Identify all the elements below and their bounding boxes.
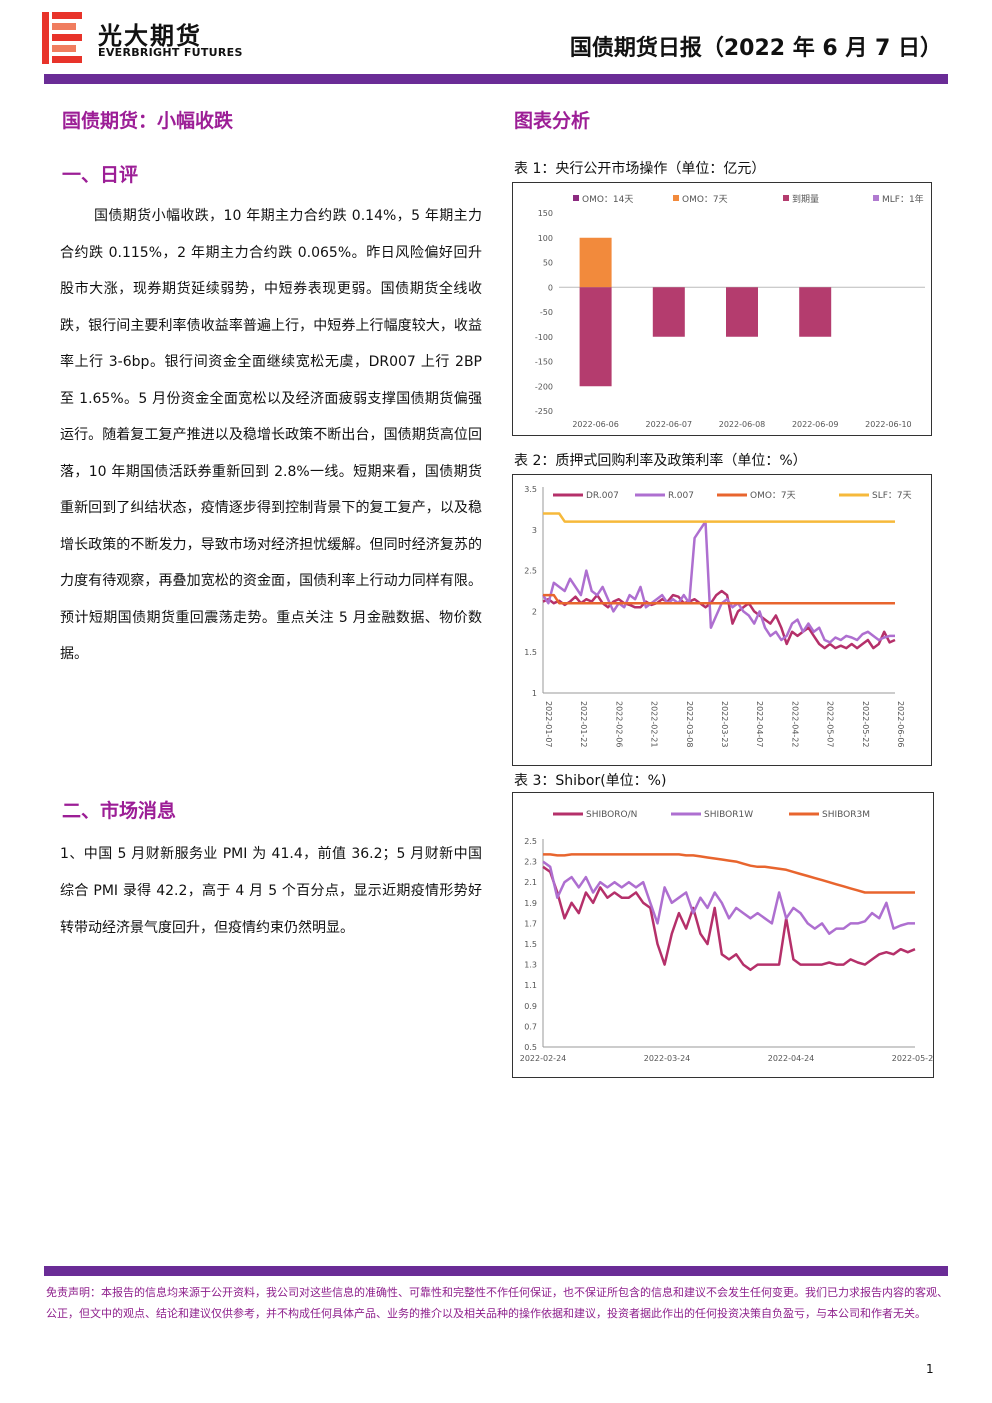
y-tick-label: 3.5 <box>524 485 537 494</box>
company-name: 光大期货 <box>98 22 202 50</box>
series-line <box>541 520 895 644</box>
chart2-caption: 表 2：质押式回购利率及政策利率（单位：%） <box>514 453 807 469</box>
x-tick-label: 2022-06-08 <box>719 420 766 429</box>
bar <box>652 287 685 337</box>
y-tick-label: 3 <box>532 526 537 535</box>
y-tick-label: 150 <box>538 209 553 218</box>
legend-swatch <box>673 195 679 201</box>
legend-label: SHIBOR3M <box>822 810 870 820</box>
y-tick-label: 2.5 <box>524 567 537 576</box>
legend-label: SHIBORO/N <box>586 810 637 820</box>
x-tick-label: 2022-06-06 <box>896 701 905 748</box>
y-tick-label: 0.5 <box>524 1043 537 1052</box>
x-tick-label: 2022-02-21 <box>650 701 659 748</box>
y-tick-label: 1.1 <box>524 981 537 990</box>
x-tick-label: 2022-06-10 <box>865 420 912 429</box>
series-line <box>543 512 895 523</box>
bar <box>579 287 612 387</box>
page-number: 1 <box>926 1362 934 1376</box>
y-tick-label: 1.3 <box>524 961 537 970</box>
chart3-caption: 表 3：Shibor(单位：%) <box>514 773 667 789</box>
y-tick-label: 1.7 <box>524 919 537 928</box>
y-tick-label: 0.9 <box>524 1002 537 1011</box>
x-tick-label: 2022-03-24 <box>644 1054 691 1063</box>
x-tick-label: 2022-01-07 <box>544 701 553 748</box>
chart3-shibor: 2.5 2.3 2.1 1.9 1.7 1.5 1.3 1.1 0.9 0.7 0.5 2022-02… <box>520 810 939 1063</box>
x-tick-label: 2022-06-09 <box>792 420 839 429</box>
y-tick-label: 1.5 <box>524 648 537 657</box>
section1-text: 国债期货小幅收跌，10 年期主力合约跌 0.14%，5 年期主力合约跌 0.11… <box>60 208 482 662</box>
footer-divider <box>44 1266 948 1276</box>
header-divider <box>44 74 948 84</box>
series-line <box>543 853 915 894</box>
bar <box>726 287 758 337</box>
y-tick-label: 0 <box>548 283 553 292</box>
x-tick-label: 2022-01-22 <box>579 701 588 748</box>
x-tick-label: 2022-05-22 <box>861 701 870 748</box>
x-tick-label: 2022-02-06 <box>614 701 623 748</box>
disclaimer: 免责声明：本报告的信息均来源于公开资料，我公司对这些信息的准确性、可靠性和完整性… <box>46 1286 948 1320</box>
x-tick-label: 2022-04-07 <box>755 701 764 748</box>
legend-swatch <box>573 195 579 201</box>
chart2-repo-rates: 3.5 3 2.5 2 1.5 1 2022-01-07 2022-01-22 2022-02-… <box>524 485 912 748</box>
y-tick-label: 50 <box>543 259 553 268</box>
legend-swatch <box>783 195 789 201</box>
chart2-frame: 3.5 3 2.5 2 1.5 1 2022-01-07 2022-01-22 2022-02-… <box>512 474 932 766</box>
series-line <box>542 589 896 650</box>
x-tick-label: 2022-05-24 <box>892 1054 933 1063</box>
chart3-frame: 2.5 2.3 2.1 1.9 1.7 1.5 1.3 1.1 0.9 0.7 0.5 2022-02… <box>512 792 939 1078</box>
chart1-caption: 表 1：央行公开市场操作（单位：亿元） <box>514 161 766 177</box>
chart1-omo: 150 100 50 0 -50 -100 -150 -200 -250 2022-06-06 20… <box>535 193 925 429</box>
legend-swatch <box>873 195 879 201</box>
y-tick-label: 0.7 <box>524 1022 537 1031</box>
y-tick-label: 2.3 <box>524 858 537 867</box>
series-line <box>542 860 915 935</box>
y-tick-label: 1 <box>532 689 537 698</box>
x-tick-label: 2022-04-22 <box>790 701 799 748</box>
company-logo-icon <box>42 12 82 64</box>
series-line <box>542 865 916 972</box>
y-tick-label: 1.9 <box>524 899 537 908</box>
legend-label: 到期量 <box>792 193 819 205</box>
legend-label: OMO：7天 <box>750 491 796 501</box>
legend-label: OMO：7天 <box>682 195 728 205</box>
x-tick-label: 2022-03-23 <box>720 701 729 748</box>
legend-label: MLF：1年 <box>882 193 924 205</box>
y-tick-label: -50 <box>540 308 553 317</box>
chart1-frame: 150 100 50 0 -50 -100 -150 -200 -250 2022-06-06 20… <box>512 182 932 436</box>
legend-label: SLF：7天 <box>872 491 912 501</box>
x-tick-label: 2022-02-24 <box>520 1054 567 1063</box>
y-tick-label: 2.5 <box>524 837 537 846</box>
legend-label: OMO：14天 <box>582 195 633 205</box>
section1-title: 一、日评 <box>62 164 139 186</box>
report-title: 国债期货日报（2022 年 6 月 7 日） <box>569 36 942 61</box>
section2-title: 二、市场消息 <box>62 800 177 822</box>
legend-label: SHIBOR1W <box>704 810 753 820</box>
y-tick-label: 2.1 <box>524 878 537 887</box>
company-name-en: EVERBRIGHT FUTURES <box>98 46 243 59</box>
y-tick-label: -250 <box>535 407 553 416</box>
x-tick-label: 2022-04-24 <box>768 1054 815 1063</box>
y-tick-label: -100 <box>535 333 553 342</box>
y-tick-label: 2 <box>532 607 537 616</box>
bar <box>579 237 612 288</box>
legend-label: R.007 <box>668 491 694 501</box>
y-tick-label: -200 <box>535 382 553 391</box>
series-line <box>543 593 895 605</box>
main-title: 国债期货：小幅收跌 <box>62 110 234 132</box>
bar <box>799 287 832 337</box>
y-tick-label: 100 <box>538 234 553 243</box>
y-tick-label: 1.5 <box>524 940 537 949</box>
x-tick-label: 2022-05-07 <box>826 701 835 748</box>
y-tick-label: -150 <box>535 358 553 367</box>
x-tick-label: 2022-06-06 <box>572 420 619 429</box>
legend-label: DR.007 <box>586 491 619 501</box>
x-tick-label: 2022-06-07 <box>646 420 693 429</box>
section2-text: 1、中国 5 月财新服务业 PMI 为 41.4，前值 36.2；5 月财新中国… <box>60 846 482 936</box>
x-tick-label: 2022-03-08 <box>685 701 694 748</box>
charts-title: 图表分析 <box>514 110 591 132</box>
